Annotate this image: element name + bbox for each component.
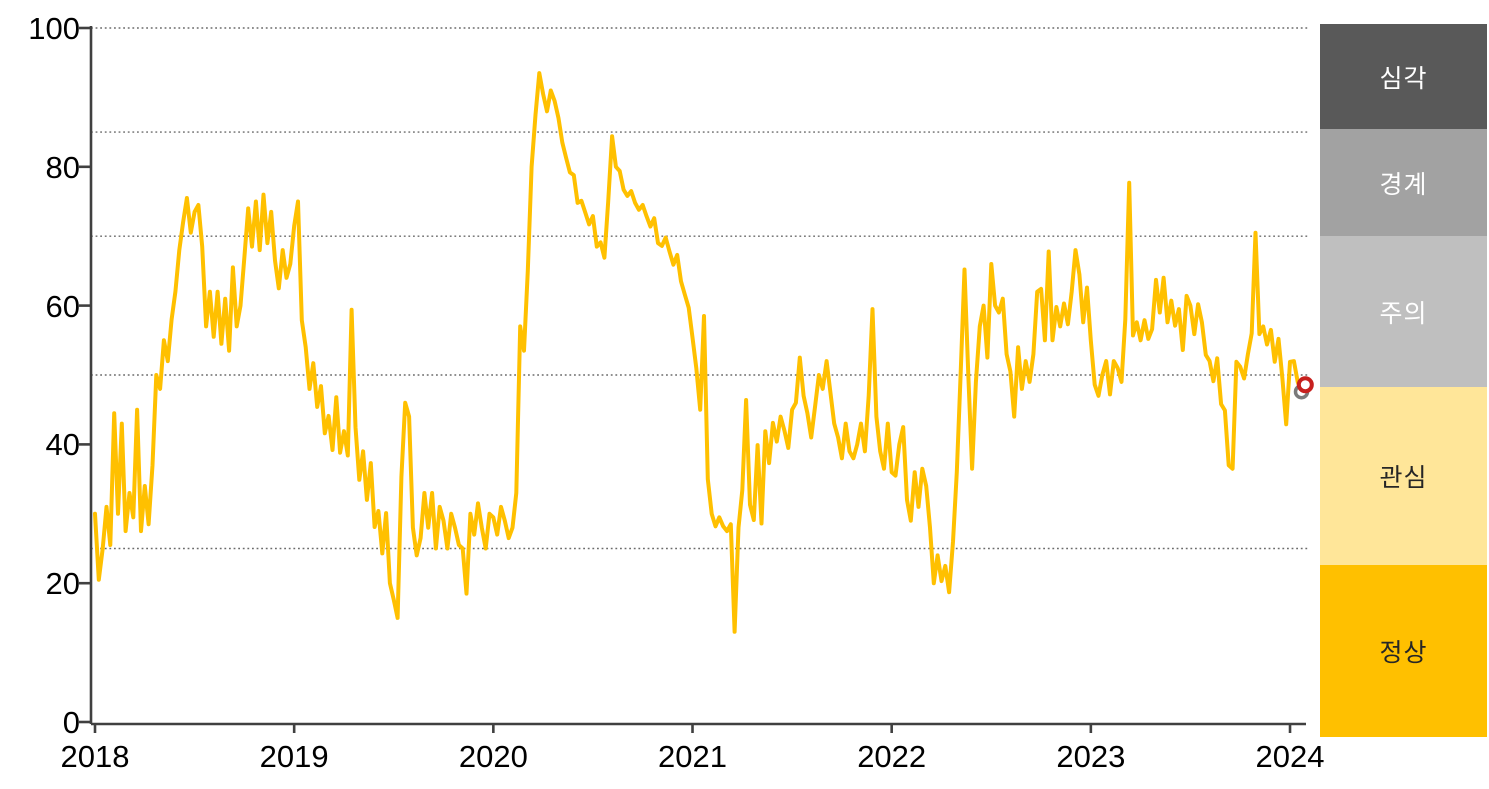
y-axis-tick-label: 80 xyxy=(45,149,80,185)
y-axis-tick-label: 100 xyxy=(28,11,80,46)
risk-zone-1: 심각 xyxy=(1320,24,1487,129)
risk-zone-label: 심각 xyxy=(1379,64,1428,93)
x-axis-tick-label: 2024 xyxy=(1255,739,1325,774)
x-axis-tick-label: 2021 xyxy=(658,739,727,774)
risk-zone-3: 주의 xyxy=(1320,236,1487,387)
x-axis-tick-label: 2019 xyxy=(259,739,329,774)
risk-zone-4: 관심 xyxy=(1320,387,1487,565)
y-axis-tick-label: 40 xyxy=(45,427,80,463)
y-axis-tick-label: 20 xyxy=(45,566,80,602)
risk-zone-label: 관심 xyxy=(1379,464,1428,492)
y-axis-tick-label: 0 xyxy=(62,705,80,740)
risk-zone-label: 주의 xyxy=(1379,299,1428,328)
stress-index-line xyxy=(93,71,1308,634)
x-axis-tick-label: 2022 xyxy=(857,739,927,774)
risk-zone-5: 정상 xyxy=(1320,565,1487,737)
risk-zone-label: 정상 xyxy=(1379,639,1428,667)
risk-zone-label: 경계 xyxy=(1379,170,1428,199)
x-axis-tick-label: 2020 xyxy=(458,739,528,774)
risk-zone-2: 경계 xyxy=(1320,129,1487,236)
x-axis-tick-label: 2018 xyxy=(60,739,130,774)
latest-point-marker xyxy=(1296,376,1314,394)
x-axis-tick-label: 2023 xyxy=(1056,739,1126,774)
y-axis-tick-label: 60 xyxy=(45,288,80,324)
